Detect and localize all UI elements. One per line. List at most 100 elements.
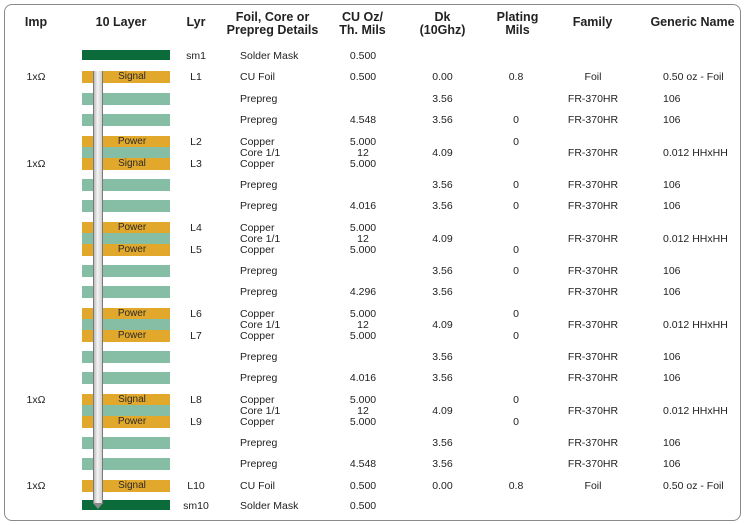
cell-dk: 3.56 <box>432 265 453 277</box>
cell-plating: 0 <box>513 330 519 342</box>
cell-detail: Prepreg <box>240 265 278 277</box>
cell-family: FR-370HR <box>567 147 619 159</box>
cell-family: Foil <box>584 71 602 83</box>
cell-lyr: L9 <box>190 416 202 428</box>
copper-layer: Power <box>82 330 170 342</box>
header-generic-text: Generic Name <box>650 15 735 29</box>
cell-dk: 3.56 <box>432 200 453 212</box>
cell-detail: CU Foil <box>240 480 276 492</box>
header-plating: Plating Mils <box>485 11 550 37</box>
cell-detail: Copper <box>240 416 275 428</box>
cell-generic: 106 <box>663 93 681 105</box>
cell-lyr: L1 <box>190 71 202 83</box>
via-drill <box>93 71 103 504</box>
layer-type-label: Power <box>117 222 147 233</box>
cell-lyr: L8 <box>190 394 202 406</box>
cell-family: FR-370HR <box>567 265 619 277</box>
cell-lyr: L2 <box>190 136 202 148</box>
cell-dk: 3.56 <box>432 93 453 105</box>
header-details: Foil, Core or Prepreg Details <box>220 11 325 37</box>
cell-detail: Solder Mask <box>240 50 299 62</box>
cell-generic: 106 <box>663 437 681 449</box>
cell-generic: 0.50 oz - Foil <box>663 480 724 492</box>
cell-imp: 1xΩ <box>26 480 46 492</box>
cell-dk: 3.56 <box>432 114 453 126</box>
cell-cu: 12 <box>357 319 369 331</box>
cell-detail: Solder Mask <box>240 500 299 512</box>
cell-cu: 5.000 <box>349 136 377 148</box>
cell-cu: 4.016 <box>349 372 377 384</box>
cell-family: FR-370HR <box>567 200 619 212</box>
cell-cu: 0.500 <box>349 50 377 62</box>
header-plating-line2: Mils <box>505 23 530 37</box>
cell-plating: 0.8 <box>508 480 524 492</box>
cell-lyr: L6 <box>190 308 202 320</box>
cell-plating: 0 <box>513 179 519 191</box>
layer-type-label: Power <box>117 244 147 255</box>
header-imp: Imp <box>18 16 54 29</box>
cell-family: FR-370HR <box>567 93 619 105</box>
cell-detail: Core 1/1 <box>240 319 281 331</box>
layer-type-label: Signal <box>118 71 146 82</box>
core-layer <box>82 147 170 159</box>
header-family-text: Family <box>572 15 613 29</box>
cell-dk: 4.09 <box>432 147 453 159</box>
copper-layer: Power <box>82 308 170 320</box>
cell-detail: Prepreg <box>240 286 278 298</box>
cell-detail: Prepreg <box>240 351 278 363</box>
cell-dk: 0.00 <box>432 71 453 83</box>
cell-dk: 3.56 <box>432 437 453 449</box>
core-layer <box>82 233 170 245</box>
header-dk: Dk (10Ghz) <box>410 11 475 37</box>
header-imp-text: Imp <box>24 15 48 29</box>
cell-detail: Prepreg <box>240 114 278 126</box>
cell-imp: 1xΩ <box>26 158 46 170</box>
cell-detail: Copper <box>240 330 275 342</box>
cell-lyr: L5 <box>190 244 202 256</box>
header-family: Family <box>560 16 625 29</box>
cell-cu: 0.500 <box>349 71 377 83</box>
header-details-line2: Prepreg Details <box>226 23 319 37</box>
copper-layer: Signal <box>82 480 170 492</box>
cell-cu: 5.000 <box>349 308 377 320</box>
cell-family: FR-370HR <box>567 179 619 191</box>
cell-generic: 106 <box>663 179 681 191</box>
header-plating-line1: Plating <box>496 10 539 24</box>
cell-detail: Core 1/1 <box>240 233 281 245</box>
layer-type-label: Signal <box>118 394 146 405</box>
cell-dk: 4.09 <box>432 319 453 331</box>
cell-family: FR-370HR <box>567 351 619 363</box>
prepreg-layer <box>82 458 170 470</box>
cell-family: Foil <box>584 480 602 492</box>
cell-family: FR-370HR <box>567 437 619 449</box>
cell-detail: Prepreg <box>240 179 278 191</box>
cell-lyr: L4 <box>190 222 202 234</box>
copper-layer: Signal <box>82 71 170 83</box>
prepreg-layer <box>82 200 170 212</box>
prepreg-layer <box>82 93 170 105</box>
cell-family: FR-370HR <box>567 286 619 298</box>
cell-generic: 106 <box>663 372 681 384</box>
cell-generic: 106 <box>663 286 681 298</box>
cell-lyr: L7 <box>190 330 202 342</box>
cell-detail: Copper <box>240 136 275 148</box>
cell-cu: 4.548 <box>349 458 377 470</box>
cell-detail: Prepreg <box>240 437 278 449</box>
cell-imp: 1xΩ <box>26 71 46 83</box>
copper-layer: Power <box>82 416 170 428</box>
prepreg-layer <box>82 114 170 126</box>
cell-plating: 0 <box>513 200 519 212</box>
cell-dk: 3.56 <box>432 179 453 191</box>
cell-plating: 0 <box>513 265 519 277</box>
cell-dk: 4.09 <box>432 233 453 245</box>
cell-cu: 5.000 <box>349 416 377 428</box>
copper-layer: Power <box>82 136 170 148</box>
header-lyr: Lyr <box>178 16 214 29</box>
cell-generic: 106 <box>663 265 681 277</box>
copper-layer: Signal <box>82 158 170 170</box>
cell-plating: 0 <box>513 394 519 406</box>
header-details-line1: Foil, Core or <box>235 10 310 24</box>
cell-plating: 0.8 <box>508 71 524 83</box>
cell-generic: 0.012 HHxHH <box>663 147 728 159</box>
cell-dk: 3.56 <box>432 351 453 363</box>
